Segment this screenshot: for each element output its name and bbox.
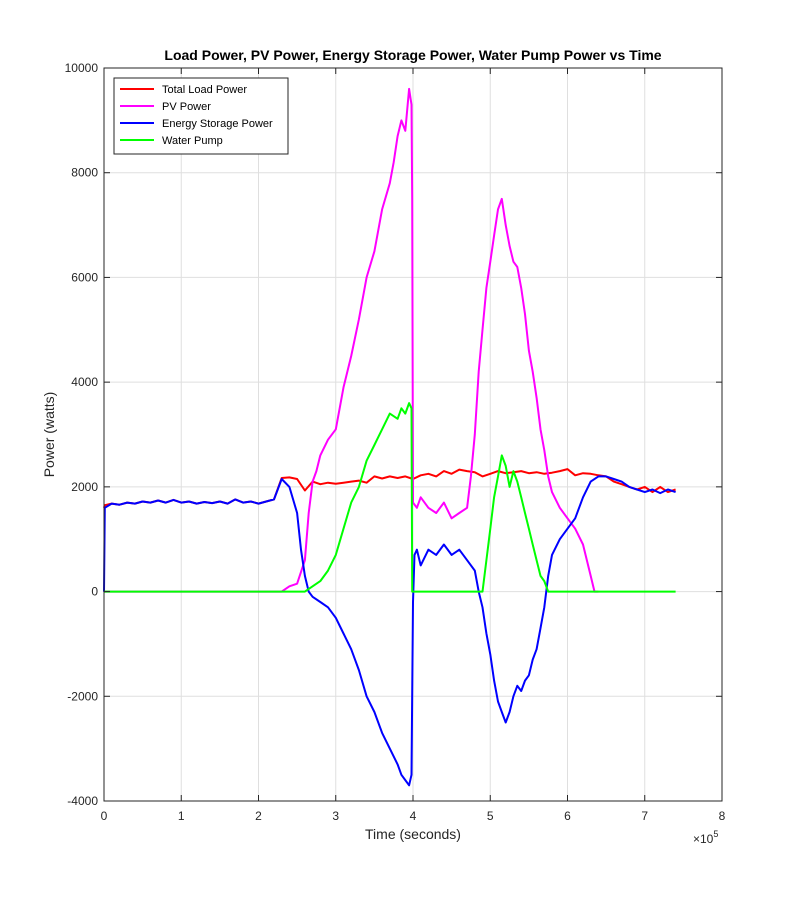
x-axis-title: Time (seconds)	[365, 826, 461, 842]
x-axis-multiplier: ×105	[693, 829, 718, 846]
series-line-water-pump	[104, 402, 676, 593]
series-group	[103, 87, 676, 787]
series-line-energy-storage-power	[103, 475, 676, 787]
x-tick-label: 7	[641, 809, 648, 823]
legend-label: Water Pump	[162, 135, 223, 147]
y-tick-label: 4000	[71, 375, 98, 389]
y-tick-label: 8000	[71, 166, 98, 180]
y-tick-label: 6000	[71, 270, 98, 284]
ticks: 0 1 2 3 4 5 6 7 8 -4000 -2000 0 2000 4000 6000 8000 1000…	[65, 61, 726, 823]
x-axis-multiplier-base: ×10	[693, 832, 714, 846]
legend-box	[113, 77, 289, 155]
legend-label: Energy Storage Power	[162, 118, 273, 130]
legend: Total Load Power PV Power Energy Storage P…	[113, 77, 289, 155]
x-tick-label: 8	[719, 809, 726, 823]
x-tick-label: 2	[255, 809, 262, 823]
x-tick-label: 0	[101, 809, 108, 823]
legend-label: PV Power	[162, 101, 211, 113]
x-tick-label: 5	[487, 809, 494, 823]
series-line-pv-power	[104, 87, 599, 593]
x-tick-label: 6	[564, 809, 571, 823]
y-tick-label: 2000	[71, 480, 98, 494]
y-axis-title: Power (watts)	[41, 392, 57, 478]
x-axis-multiplier-exponent: 5	[713, 829, 718, 839]
x-tick-label: 1	[178, 809, 185, 823]
chart-title: Load Power, PV Power, Energy Storage Pow…	[164, 47, 661, 63]
y-tick-label: -2000	[67, 689, 98, 703]
y-tick-label: -4000	[67, 794, 98, 808]
x-tick-label: 3	[332, 809, 339, 823]
x-tick-label: 4	[410, 809, 417, 823]
y-tick-label: 10000	[65, 61, 99, 75]
y-tick-label: 0	[91, 585, 98, 599]
legend-label: Total Load Power	[162, 84, 247, 96]
